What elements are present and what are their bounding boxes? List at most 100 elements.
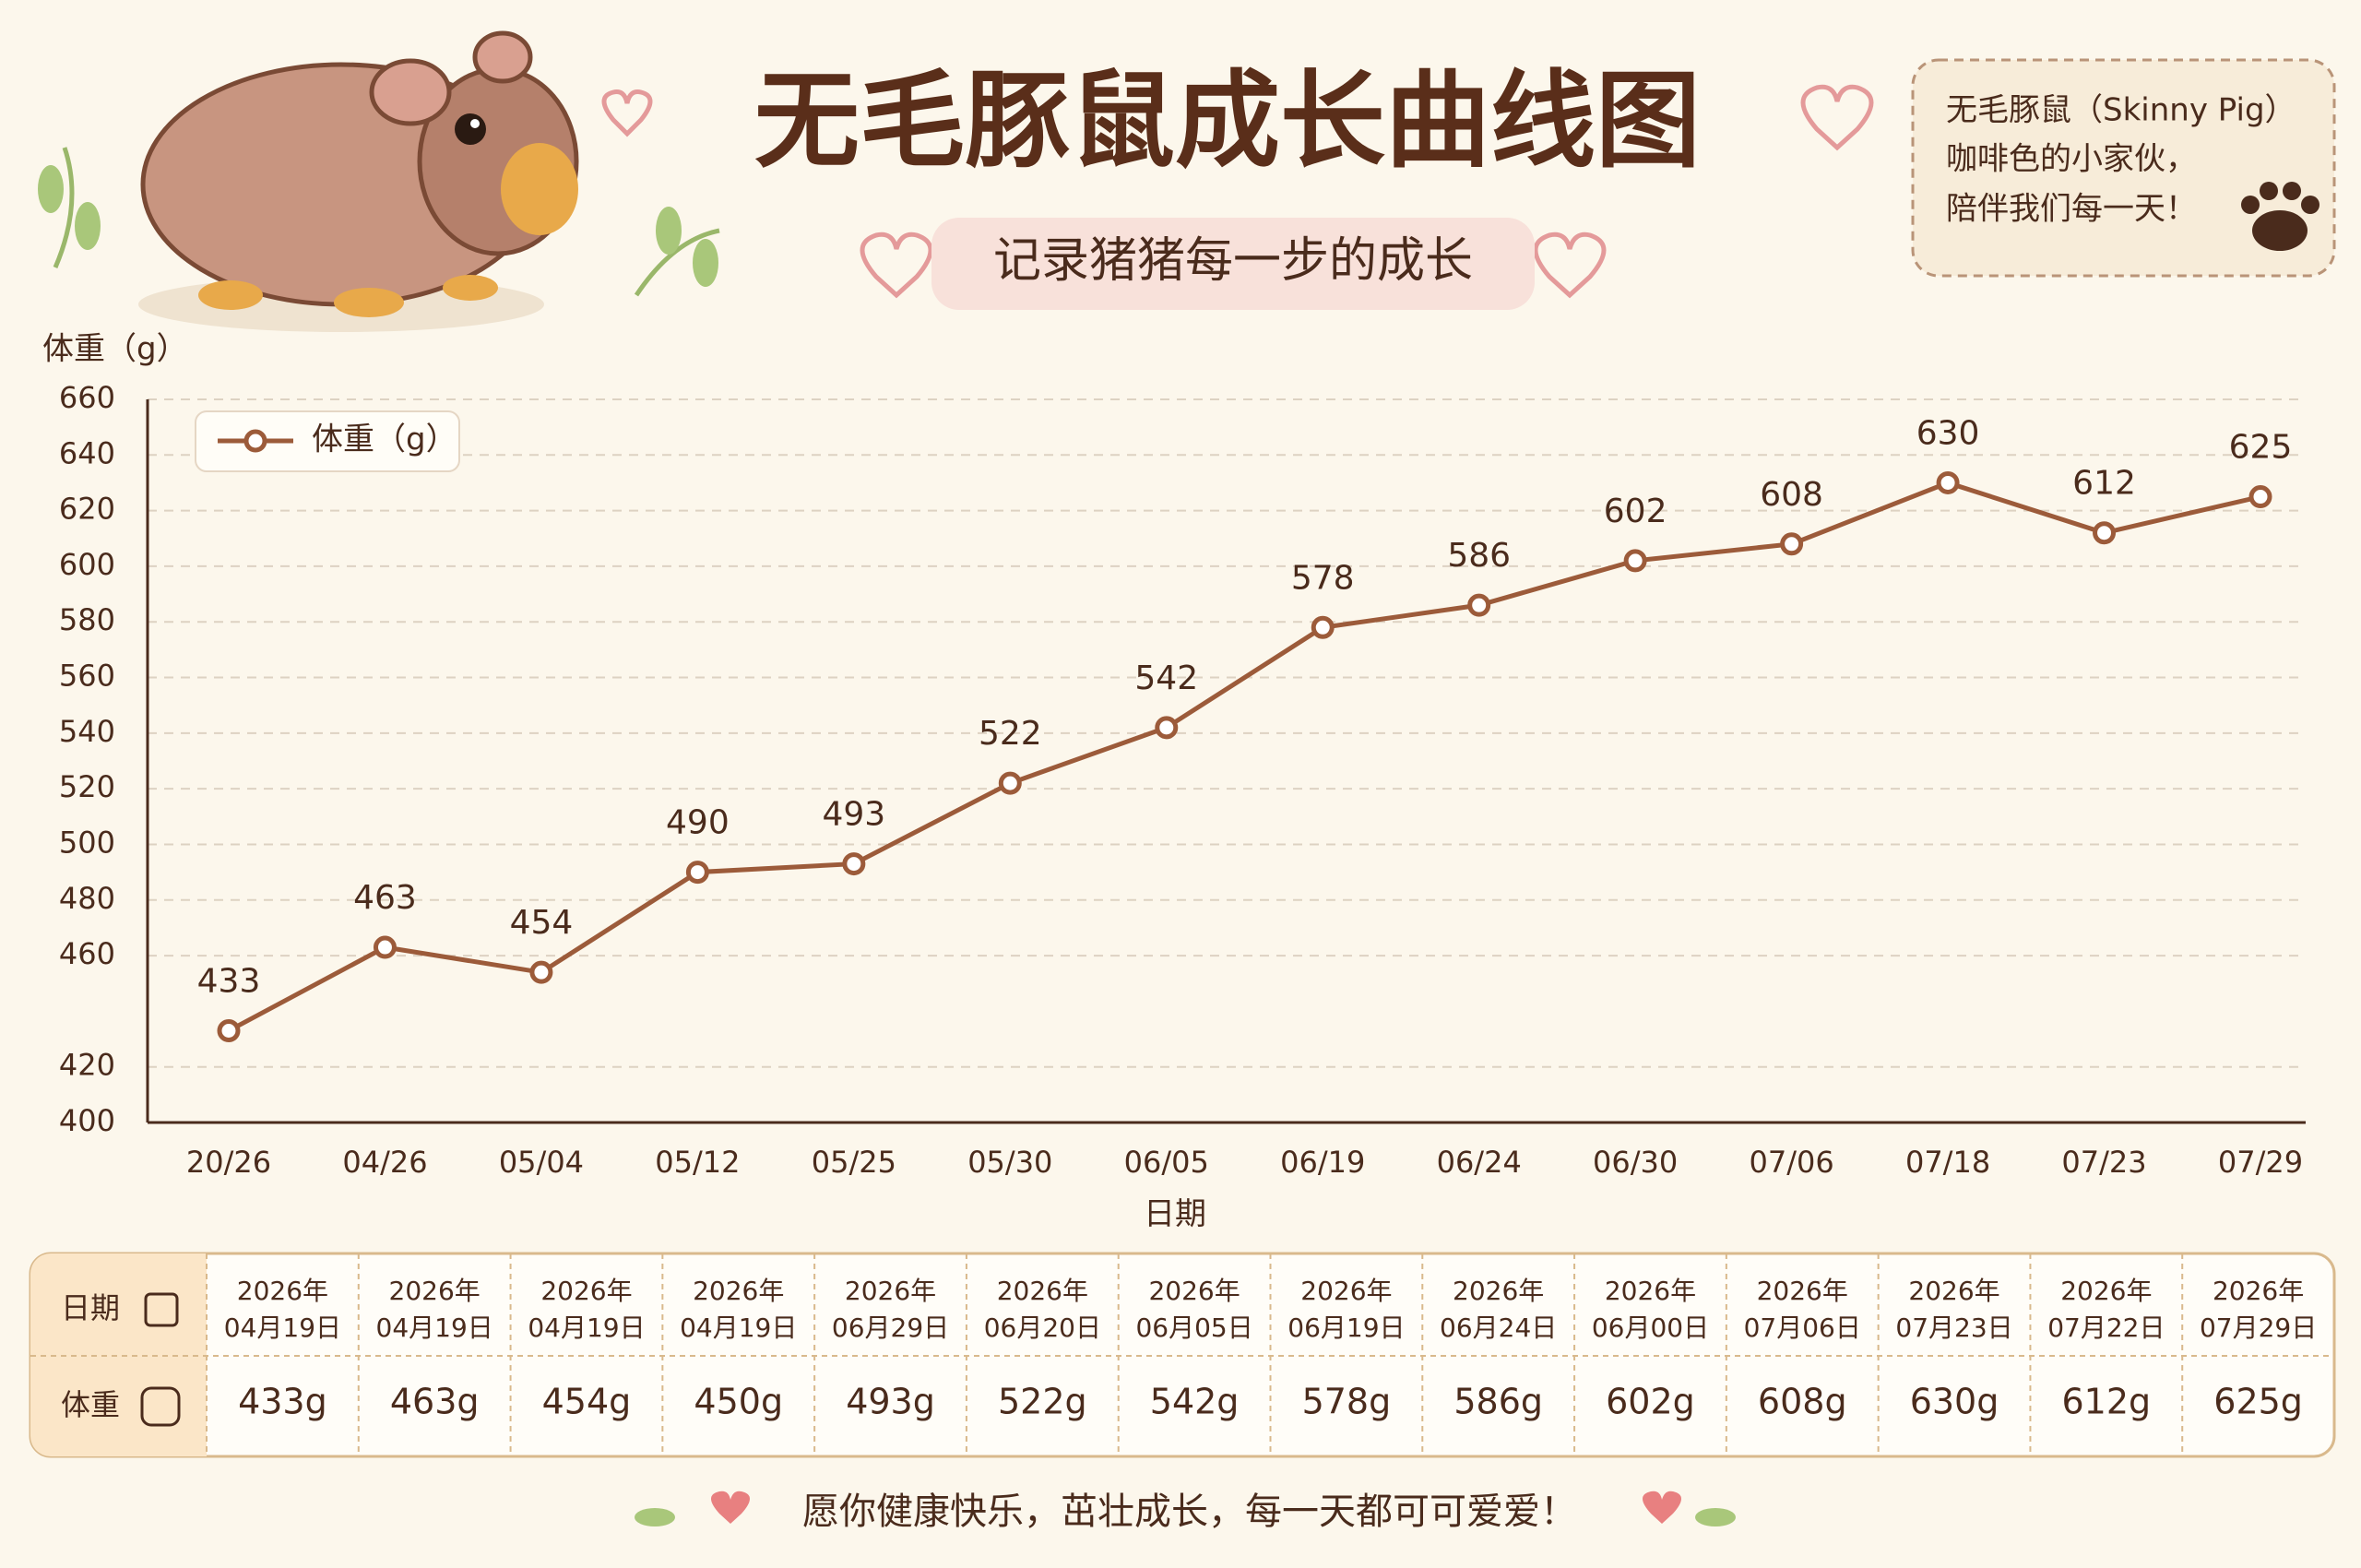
date-day: 06月24日 bbox=[1440, 1313, 1557, 1343]
weight-cell: 602g bbox=[1606, 1382, 1695, 1422]
note-line: 陪伴我们每一天！ bbox=[1946, 191, 2197, 228]
y-tick-label: 400 bbox=[59, 1103, 115, 1138]
x-tick-label: 04/26 bbox=[342, 1145, 427, 1180]
data-label: 542 bbox=[1134, 659, 1198, 697]
y-tick-label: 480 bbox=[59, 881, 115, 916]
data-point bbox=[685, 861, 709, 885]
data-line bbox=[227, 480, 2261, 1033]
y-tick-label: 540 bbox=[59, 714, 115, 749]
date-day: 06月05日 bbox=[1135, 1313, 1252, 1343]
weight-cell: 463g bbox=[390, 1382, 480, 1422]
date-year: 2026年 bbox=[845, 1276, 936, 1306]
data-point bbox=[1623, 549, 1647, 573]
subtitle: 记录猪猪每一步的成长 bbox=[993, 233, 1473, 289]
y-tick-label: 640 bbox=[59, 435, 115, 470]
date-day: 04月19日 bbox=[224, 1313, 341, 1343]
x-tick-label: 06/24 bbox=[1437, 1145, 1522, 1180]
weight-cell: 522g bbox=[998, 1382, 1087, 1422]
weight-cell: 630g bbox=[1910, 1382, 1999, 1422]
data-label: 463 bbox=[353, 879, 417, 917]
y-tick-label: 420 bbox=[59, 1048, 115, 1083]
date-day: 04月19日 bbox=[680, 1313, 797, 1343]
date-day: 07月29日 bbox=[2200, 1313, 2317, 1343]
note-line: 无毛豚鼠（Skinny Pig） bbox=[1946, 92, 2296, 129]
data-point bbox=[2248, 485, 2272, 509]
date-year: 2026年 bbox=[1300, 1276, 1392, 1306]
data-point bbox=[842, 852, 866, 876]
calendar-icon bbox=[144, 1292, 179, 1327]
y-tick-label: 600 bbox=[59, 547, 115, 582]
note-line: 咖啡色的小家伙， bbox=[1946, 141, 2197, 178]
y-tick-label: 620 bbox=[59, 492, 115, 527]
data-label: 612 bbox=[2072, 465, 2136, 503]
data-label: 630 bbox=[1916, 414, 1980, 452]
x-tick-label: 05/12 bbox=[655, 1145, 740, 1180]
x-tick-label: 05/25 bbox=[812, 1145, 896, 1180]
data-point bbox=[1780, 532, 1804, 556]
x-tick-label: 07/29 bbox=[2218, 1145, 2303, 1180]
data-label: 433 bbox=[197, 962, 261, 1000]
weight-cell: 542g bbox=[1150, 1382, 1240, 1422]
y-tick-label: 660 bbox=[59, 380, 115, 415]
guinea-pig-illustration bbox=[38, 30, 720, 332]
legend: 体重（g） bbox=[195, 410, 460, 472]
date-year: 2026年 bbox=[540, 1276, 632, 1306]
date-day: 07月06日 bbox=[1744, 1313, 1861, 1343]
data-label: 625 bbox=[2229, 429, 2293, 467]
data-point bbox=[1155, 716, 1179, 740]
data-point bbox=[529, 960, 553, 984]
data-label: 608 bbox=[1760, 476, 1823, 514]
y-tick-label: 520 bbox=[59, 769, 115, 804]
x-tick-label: 06/30 bbox=[1593, 1145, 1678, 1180]
weight-cell: 433g bbox=[238, 1382, 327, 1422]
date-day: 04月19日 bbox=[528, 1313, 645, 1343]
weight-cell: 454g bbox=[542, 1382, 632, 1422]
weight-icon bbox=[140, 1386, 181, 1427]
x-tick-label: 05/30 bbox=[967, 1145, 1052, 1180]
data-point bbox=[217, 1018, 241, 1042]
date-day: 04月19日 bbox=[376, 1313, 493, 1343]
weight-cell: 586g bbox=[1453, 1382, 1543, 1422]
data-label: 454 bbox=[510, 904, 574, 942]
weight-cell: 450g bbox=[694, 1382, 783, 1422]
date-year: 2026年 bbox=[1148, 1276, 1240, 1306]
paw-icon bbox=[2241, 182, 2319, 251]
weight-cell: 612g bbox=[2061, 1382, 2151, 1422]
weight-cell: 493g bbox=[846, 1382, 935, 1422]
weight-cell: 625g bbox=[2213, 1382, 2303, 1422]
x-tick-label: 07/23 bbox=[2061, 1145, 2146, 1180]
data-point bbox=[1467, 593, 1491, 617]
legend-label: 体重（g） bbox=[312, 422, 457, 458]
x-tick-label: 06/19 bbox=[1280, 1145, 1365, 1180]
subtitle-pill bbox=[931, 218, 1535, 310]
y-tick-label: 460 bbox=[59, 936, 115, 971]
data-point bbox=[998, 771, 1022, 795]
weight-cell: 578g bbox=[1302, 1382, 1392, 1422]
data-point bbox=[373, 935, 397, 959]
data-point bbox=[1311, 615, 1335, 639]
data-label: 586 bbox=[1447, 537, 1511, 575]
x-tick-label: 07/18 bbox=[1905, 1145, 1990, 1180]
y-tick-label: 560 bbox=[59, 659, 115, 694]
hearts bbox=[601, 84, 1874, 299]
data-label: 602 bbox=[1604, 493, 1667, 530]
date-day: 06月29日 bbox=[832, 1313, 949, 1343]
chart-title: 无毛豚鼠成长曲线图 bbox=[754, 59, 1701, 182]
date-year: 2026年 bbox=[1757, 1276, 1848, 1306]
date-day: 06月19日 bbox=[1287, 1313, 1405, 1343]
date-year: 2026年 bbox=[2060, 1276, 2152, 1306]
x-tick-label: 20/26 bbox=[186, 1145, 271, 1180]
date-day: 07月23日 bbox=[1895, 1313, 2012, 1343]
date-day: 06月00日 bbox=[1592, 1313, 1709, 1343]
date-year: 2026年 bbox=[997, 1276, 1088, 1306]
x-axis-label: 日期 bbox=[1144, 1196, 1206, 1233]
data-label: 490 bbox=[666, 804, 730, 842]
date-year: 2026年 bbox=[693, 1276, 784, 1306]
row-header: 日期 bbox=[61, 1290, 120, 1325]
footer-decor bbox=[635, 1491, 1736, 1526]
footer-text: 愿你健康快乐，茁壮成长，每一天都可可爱爱！ bbox=[802, 1491, 1577, 1533]
date-year: 2026年 bbox=[2213, 1276, 2304, 1306]
